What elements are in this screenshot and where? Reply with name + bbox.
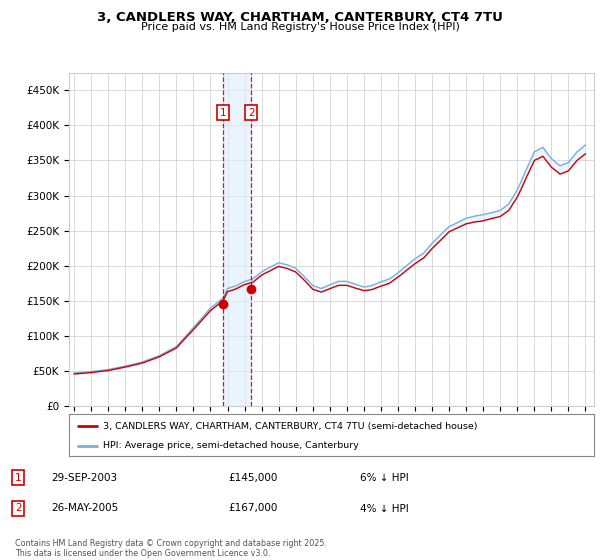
Text: 4% ↓ HPI: 4% ↓ HPI: [360, 503, 409, 514]
Text: £145,000: £145,000: [228, 473, 277, 483]
Text: 2: 2: [15, 503, 22, 514]
Text: Price paid vs. HM Land Registry's House Price Index (HPI): Price paid vs. HM Land Registry's House …: [140, 22, 460, 32]
Text: HPI: Average price, semi-detached house, Canterbury: HPI: Average price, semi-detached house,…: [103, 441, 359, 450]
Text: 1: 1: [220, 108, 227, 118]
Text: 3, CANDLERS WAY, CHARTHAM, CANTERBURY, CT4 7TU: 3, CANDLERS WAY, CHARTHAM, CANTERBURY, C…: [97, 11, 503, 24]
Text: Contains HM Land Registry data © Crown copyright and database right 2025.
This d: Contains HM Land Registry data © Crown c…: [15, 539, 327, 558]
Text: 3, CANDLERS WAY, CHARTHAM, CANTERBURY, CT4 7TU (semi-detached house): 3, CANDLERS WAY, CHARTHAM, CANTERBURY, C…: [103, 422, 478, 431]
Text: 26-MAY-2005: 26-MAY-2005: [51, 503, 118, 514]
Bar: [223, 73, 251, 406]
Text: 29-SEP-2003: 29-SEP-2003: [51, 473, 117, 483]
Text: 6% ↓ HPI: 6% ↓ HPI: [360, 473, 409, 483]
Text: 1: 1: [15, 473, 22, 483]
Text: £167,000: £167,000: [228, 503, 277, 514]
Text: 2: 2: [248, 108, 254, 118]
